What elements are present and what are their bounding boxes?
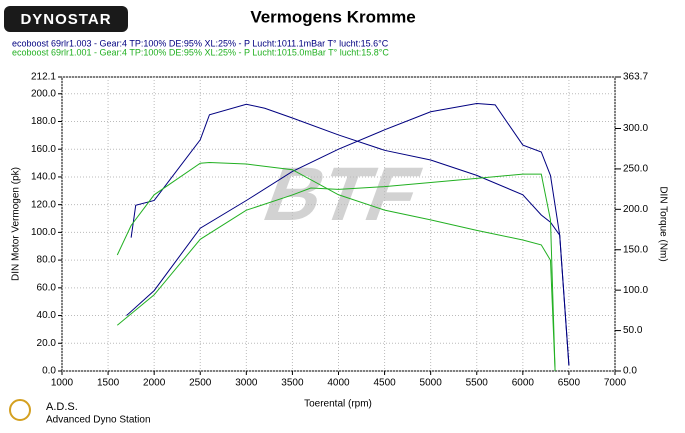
x-tick-label: 1500 xyxy=(97,378,120,389)
series-line xyxy=(116,173,556,372)
legend-entry: ecoboost 69rlr1.001 - Gear:4 TP:100% DE:… xyxy=(12,47,389,57)
y-tick-label: 120.0 xyxy=(31,199,56,210)
footer-icon xyxy=(9,399,31,421)
footer-title: A.D.S. xyxy=(46,401,78,413)
logo: DYNOSTAR xyxy=(20,11,111,28)
y-tick-label: 212.1 xyxy=(31,72,56,83)
series-line xyxy=(116,161,556,372)
y-tick-label: 20.0 xyxy=(37,338,57,349)
y2-tick-label: 300.0 xyxy=(623,123,648,134)
y-tick-label: 200.0 xyxy=(31,88,56,99)
y-tick-label: 140.0 xyxy=(31,172,56,183)
legend-entry: ecoboost 69rlr1.003 - Gear:4 TP:100% DE:… xyxy=(12,38,389,48)
y-axis-label: DIN Motor Vermogen (pk) xyxy=(11,167,22,281)
x-tick-label: 4000 xyxy=(327,378,350,389)
y2-tick-label: 50.0 xyxy=(623,325,643,336)
y2-tick-label: 100.0 xyxy=(623,285,648,296)
y2-tick-label: 0.0 xyxy=(623,366,637,377)
y2-axis-label: DIN Torque (Nm) xyxy=(657,186,668,261)
x-tick-label: 2500 xyxy=(189,378,212,389)
x-tick-label: 6000 xyxy=(512,378,535,389)
x-tick-label: 1000 xyxy=(51,378,74,389)
chart-title: Vermogens Kromme xyxy=(250,7,415,26)
y-tick-label: 160.0 xyxy=(31,144,56,155)
series-line xyxy=(126,102,570,366)
watermark: BTF xyxy=(253,151,432,236)
x-tick-label: 3500 xyxy=(281,378,304,389)
x-tick-label: 5500 xyxy=(466,378,489,389)
x-tick-label: 6500 xyxy=(558,378,581,389)
y2-tick-label: 150.0 xyxy=(623,244,648,255)
x-tick-label: 3000 xyxy=(235,378,258,389)
y-tick-label: 80.0 xyxy=(37,255,57,266)
x-tick-label: 2000 xyxy=(143,378,166,389)
y-tick-label: 100.0 xyxy=(31,227,56,238)
logo-box xyxy=(4,6,128,32)
x-tick-label: 5000 xyxy=(420,378,443,389)
x-tick-label: 7000 xyxy=(604,378,627,389)
y-tick-label: 40.0 xyxy=(37,310,57,321)
x-tick-label: 4500 xyxy=(373,378,396,389)
y-tick-label: 60.0 xyxy=(37,282,57,293)
x-axis-label: Toerental (rpm) xyxy=(304,399,372,410)
series-line xyxy=(130,103,570,366)
y-tick-label: 180.0 xyxy=(31,116,56,127)
y2-tick-label: 363.7 xyxy=(623,72,648,83)
y-tick-label: 0.0 xyxy=(42,366,56,377)
footer-subtitle: Advanced Dyno Station xyxy=(46,415,151,426)
y2-tick-label: 200.0 xyxy=(623,204,648,215)
y2-tick-label: 250.0 xyxy=(623,164,648,175)
